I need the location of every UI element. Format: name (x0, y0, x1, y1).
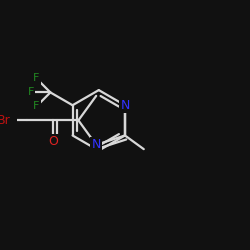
Text: N: N (120, 99, 130, 112)
Text: F: F (28, 88, 34, 98)
Text: F: F (33, 74, 40, 84)
Text: N: N (92, 138, 101, 151)
Text: F: F (33, 102, 40, 112)
Text: Br: Br (0, 114, 11, 127)
Text: O: O (48, 135, 58, 148)
